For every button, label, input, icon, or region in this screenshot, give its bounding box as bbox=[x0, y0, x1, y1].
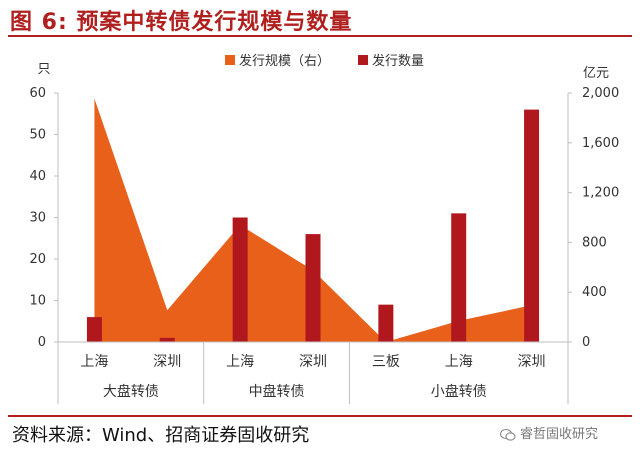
y-right-tick-label-2: 800 bbox=[582, 235, 607, 250]
y-right-unit: 亿元 bbox=[583, 66, 609, 81]
axis-layer bbox=[54, 92, 572, 404]
y-left-tick-label-4: 40 bbox=[29, 169, 46, 184]
y-left-tick-label-1: 10 bbox=[29, 294, 46, 309]
group-label-0: 大盘转债 bbox=[103, 383, 159, 400]
legend-label-area: 发行规模（右） bbox=[239, 53, 330, 69]
x-category-label-2: 上海 bbox=[226, 354, 254, 370]
bar-5 bbox=[451, 213, 467, 342]
wechat-icon bbox=[499, 428, 516, 441]
bar-4 bbox=[378, 304, 394, 342]
group-label-2: 小盘转债 bbox=[431, 383, 487, 400]
y-right-tick-label-5: 2,000 bbox=[582, 86, 619, 101]
source-note: 资料来源：Wind、招商证券固收研究 bbox=[12, 425, 310, 446]
x-category-label-3: 深圳 bbox=[299, 354, 327, 370]
x-category-label-4: 三板 bbox=[372, 354, 400, 370]
bar-0 bbox=[86, 317, 102, 342]
area-series-path bbox=[94, 98, 532, 342]
bar-layer bbox=[86, 109, 540, 342]
x-category-label-6: 深圳 bbox=[518, 354, 546, 370]
y-right-tick-label-0: 0 bbox=[582, 335, 590, 350]
bar-3 bbox=[305, 234, 321, 342]
y-left-tick-label-0: 0 bbox=[38, 335, 46, 350]
x-category-label-5: 上海 bbox=[445, 354, 473, 370]
x-category-label-0: 上海 bbox=[80, 354, 108, 370]
chart: 只 亿元 0 10 20 30 40 50 60 0 400 800 1,200 1,600 2,000… bbox=[29, 53, 619, 404]
y-left-unit: 只 bbox=[37, 62, 50, 77]
y-right-tick-label-1: 400 bbox=[582, 285, 607, 300]
legend: 发行规模（右） 发行数量 bbox=[225, 53, 424, 69]
label-layer: 只 亿元 0 10 20 30 40 50 60 0 400 800 1,200 1,600 2,000… bbox=[29, 62, 619, 400]
legend-swatch-bar bbox=[358, 55, 368, 65]
y-left-tick-label-3: 30 bbox=[29, 211, 46, 226]
legend-swatch-area bbox=[225, 55, 235, 65]
title-rule bbox=[8, 35, 632, 37]
figure-title: 图 6: 预案中转债发行规模与数量 bbox=[10, 10, 353, 35]
watermark-text: 睿哲固收研究 bbox=[520, 427, 599, 442]
group-label-1: 中盘转债 bbox=[249, 383, 305, 400]
x-category-label-1: 深圳 bbox=[153, 354, 181, 370]
bar-1 bbox=[159, 337, 175, 342]
y-left-tick-label-5: 50 bbox=[29, 128, 46, 143]
y-right-tick-label-3: 1,200 bbox=[582, 186, 619, 201]
bar-2 bbox=[232, 217, 248, 342]
y-left-tick-label-2: 20 bbox=[29, 252, 46, 267]
watermark: 睿哲固收研究 bbox=[499, 423, 599, 442]
y-right-tick-label-4: 1,600 bbox=[582, 136, 619, 151]
source-rule bbox=[8, 415, 632, 417]
bar-6 bbox=[524, 109, 540, 342]
y-left-tick-label-6: 60 bbox=[29, 86, 46, 101]
legend-label-bar: 发行数量 bbox=[372, 53, 424, 69]
